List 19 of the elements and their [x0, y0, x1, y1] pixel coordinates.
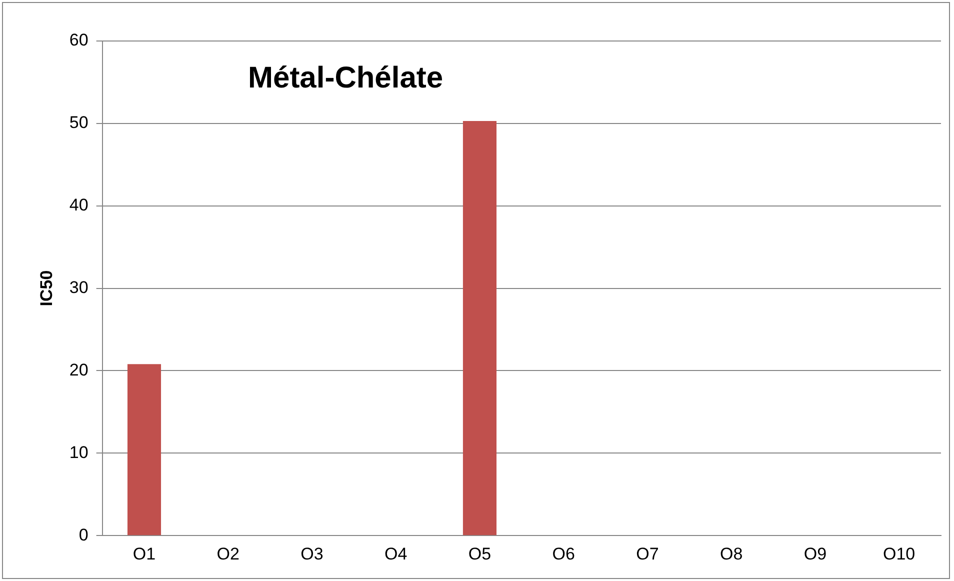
x-tick-label: O10	[882, 544, 916, 564]
y-axis-title: IC50	[36, 270, 56, 306]
x-tick-label: O3	[300, 544, 324, 564]
y-tick-label: 0	[78, 525, 88, 544]
y-tick-label: 20	[69, 360, 88, 380]
text: Métal-Chélate	[248, 61, 444, 94]
x-tick-label: O8	[720, 544, 743, 564]
y-tick-label: 60	[69, 30, 88, 50]
x-tick-label: O6	[552, 544, 575, 564]
x-tick-label: O4	[384, 544, 408, 564]
x-tick-label: O7	[636, 544, 659, 564]
y-tick-label: 40	[69, 196, 88, 215]
x-tick-label: O2	[216, 544, 240, 564]
x-tick-label: O9	[804, 544, 827, 564]
y-tick-label: 30	[69, 278, 88, 297]
x-tick-label: O1	[132, 544, 156, 564]
y-tick-label: 10	[69, 442, 88, 462]
y-tick-label: 50	[69, 113, 88, 132]
x-tick-label: O5	[468, 544, 492, 564]
